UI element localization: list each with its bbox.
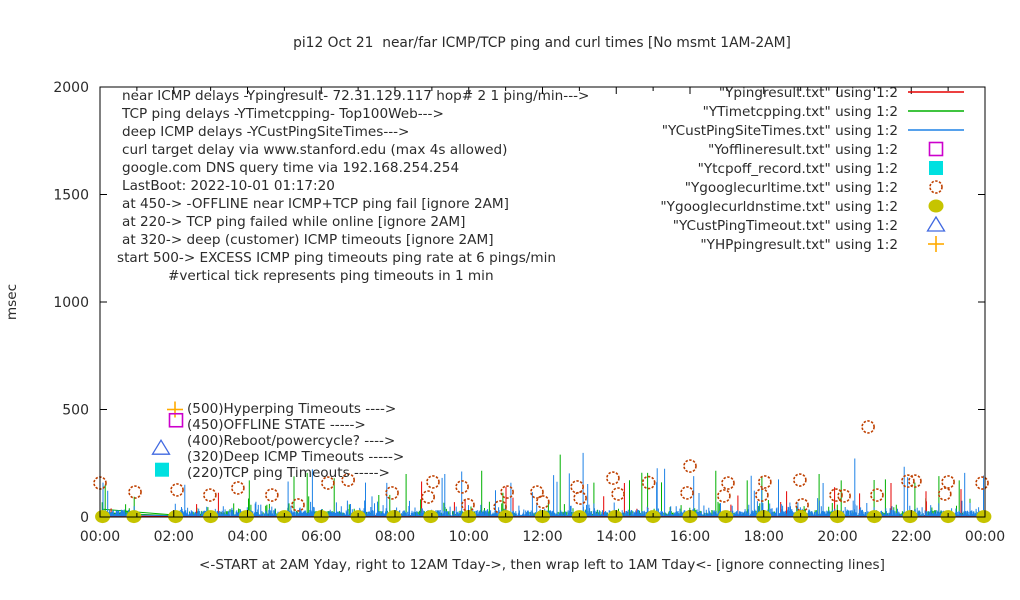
legend-marker xyxy=(929,161,943,175)
data-point xyxy=(941,475,955,489)
x-tick-label: 10:00 xyxy=(449,529,489,545)
level-annotation: (500)Hyperping Timeouts ----> xyxy=(187,401,396,417)
data-point xyxy=(455,480,469,494)
x-tick-label: 12:00 xyxy=(522,529,562,545)
x-tick-label: 00:00 xyxy=(965,529,1005,545)
data-point xyxy=(908,474,922,488)
plot-annotation: start 500-> EXCESS ICMP ping timeouts pi… xyxy=(117,250,556,266)
legend-marker xyxy=(929,180,943,194)
plot-area: 0 500 1000 1500 2000 00:00 02:00 04:00 06:00 08:0… xyxy=(53,80,1005,545)
gap-connecting-line xyxy=(102,508,177,516)
data-point xyxy=(231,481,245,495)
plot-annotation: TCP ping delays -YTimetcpping- Top100Web… xyxy=(121,106,444,122)
y-tick-label: 0 xyxy=(80,510,89,526)
plot-annotation: deep ICMP delays -YCustPingSiteTimes---> xyxy=(122,124,409,140)
x-tick-label: 00:00 xyxy=(80,529,120,545)
plot-annotation: near ICMP delays -Ypingresult- 72.31.129… xyxy=(122,88,589,104)
y-tick-label: 1000 xyxy=(53,295,89,311)
plot-annotation: at 450-> -OFFLINE near ICMP+TCP ping fai… xyxy=(122,196,509,212)
data-point xyxy=(861,420,875,434)
chart-title: pi12 Oct 21 near/far ICMP/TCP ping and c… xyxy=(293,35,791,51)
data-point xyxy=(341,473,355,487)
data-point xyxy=(938,487,952,501)
x-tick-label: 02:00 xyxy=(154,529,194,545)
data-point xyxy=(421,490,435,504)
data-point xyxy=(321,476,335,490)
y-tick-label: 1500 xyxy=(53,188,89,204)
data-point xyxy=(758,475,772,489)
legend-marker xyxy=(928,199,944,213)
plot-annotation: #vertical tick represents ping timeouts … xyxy=(168,268,494,284)
level-annotation: (220)TCP ping Timeouts -----> xyxy=(187,465,390,481)
legend-marker xyxy=(926,215,946,232)
y-axis-label: msec xyxy=(4,284,20,320)
y-tick-label: 2000 xyxy=(53,80,89,96)
data-point xyxy=(901,474,915,488)
plot-annotation: at 220-> TCP ping failed while online [i… xyxy=(122,214,465,230)
data-point xyxy=(291,498,305,512)
data-point xyxy=(641,475,656,490)
legend-entry-label: "YCustPingTimeout.txt" using 1:2 xyxy=(673,218,898,234)
x-tick-label: 04:00 xyxy=(227,529,267,545)
legend-entry-label: "Ygooglecurltime.txt" using 1:2 xyxy=(685,180,898,196)
x-tick-label: 06:00 xyxy=(301,529,341,545)
legend-entry-label: "YTimetcpping.txt" using 1:2 xyxy=(703,104,898,120)
data-point xyxy=(128,485,142,499)
data-point xyxy=(680,486,694,500)
level-annotation: (320)Deep ICMP Timeouts -----> xyxy=(187,449,404,465)
data-point xyxy=(426,475,440,489)
legend-entry-label: "Yofflineresult.txt" using 1:2 xyxy=(708,142,898,158)
legend-entry-label: "Ygooglecurldnstime.txt" using 1:2 xyxy=(660,199,898,215)
level-annotation-marker xyxy=(168,412,184,428)
legend-entry-label: "YCustPingSiteTimes.txt" using 1:2 xyxy=(662,123,898,139)
y-tick-label: 500 xyxy=(62,403,89,419)
x-tick-label: 14:00 xyxy=(596,529,636,545)
legend-entry-label: "Ypingresult.txt" using 1:2 xyxy=(719,85,898,101)
data-point xyxy=(793,473,807,487)
plot-annotation: LastBoot: 2022-10-01 01:17:20 xyxy=(122,178,335,194)
data-point xyxy=(755,488,769,502)
data-point xyxy=(837,489,851,503)
level-annotation: (450)OFFLINE STATE -----> xyxy=(187,417,366,433)
plot-annotation: google.com DNS query time via 192.168.25… xyxy=(122,160,459,176)
data-point xyxy=(536,495,550,509)
data-point xyxy=(170,483,184,497)
level-annotation-marker xyxy=(151,438,171,455)
x-tick-label: 08:00 xyxy=(375,529,415,545)
x-tick-label: 16:00 xyxy=(670,529,710,545)
data-point xyxy=(721,476,735,490)
data-point xyxy=(683,459,697,473)
level-annotation: (400)Reboot/powercycle? ----> xyxy=(187,433,395,449)
x-tick-label: 22:00 xyxy=(891,529,931,545)
data-point xyxy=(717,489,731,503)
plot-annotation: at 320-> deep (customer) ICMP timeouts [… xyxy=(122,232,494,248)
data-point xyxy=(829,488,843,502)
data-point xyxy=(573,491,587,505)
plot-annotation: curl target delay via www.stanford.edu (… xyxy=(122,142,507,158)
legend-entry-label: "YHPpingresult.txt" using 1:2 xyxy=(700,237,898,253)
legend-marker xyxy=(928,141,944,157)
x-axis-caption: <-START at 2AM Yday, right to 12AM Tday-… xyxy=(199,557,885,573)
data-point xyxy=(203,488,217,502)
data-point xyxy=(265,488,279,502)
data-point xyxy=(606,471,620,485)
level-annotation-marker xyxy=(155,462,169,477)
x-tick-label: 18:00 xyxy=(744,529,784,545)
data-point xyxy=(530,485,544,499)
data-point xyxy=(975,476,989,490)
x-tick-label: 20:00 xyxy=(817,529,857,545)
data-point xyxy=(870,488,884,502)
legend-entry-label: "Ytcpoff_record.txt" using 1:2 xyxy=(698,161,898,177)
data-point xyxy=(500,485,514,499)
data-point xyxy=(611,487,625,501)
data-point xyxy=(385,486,399,500)
